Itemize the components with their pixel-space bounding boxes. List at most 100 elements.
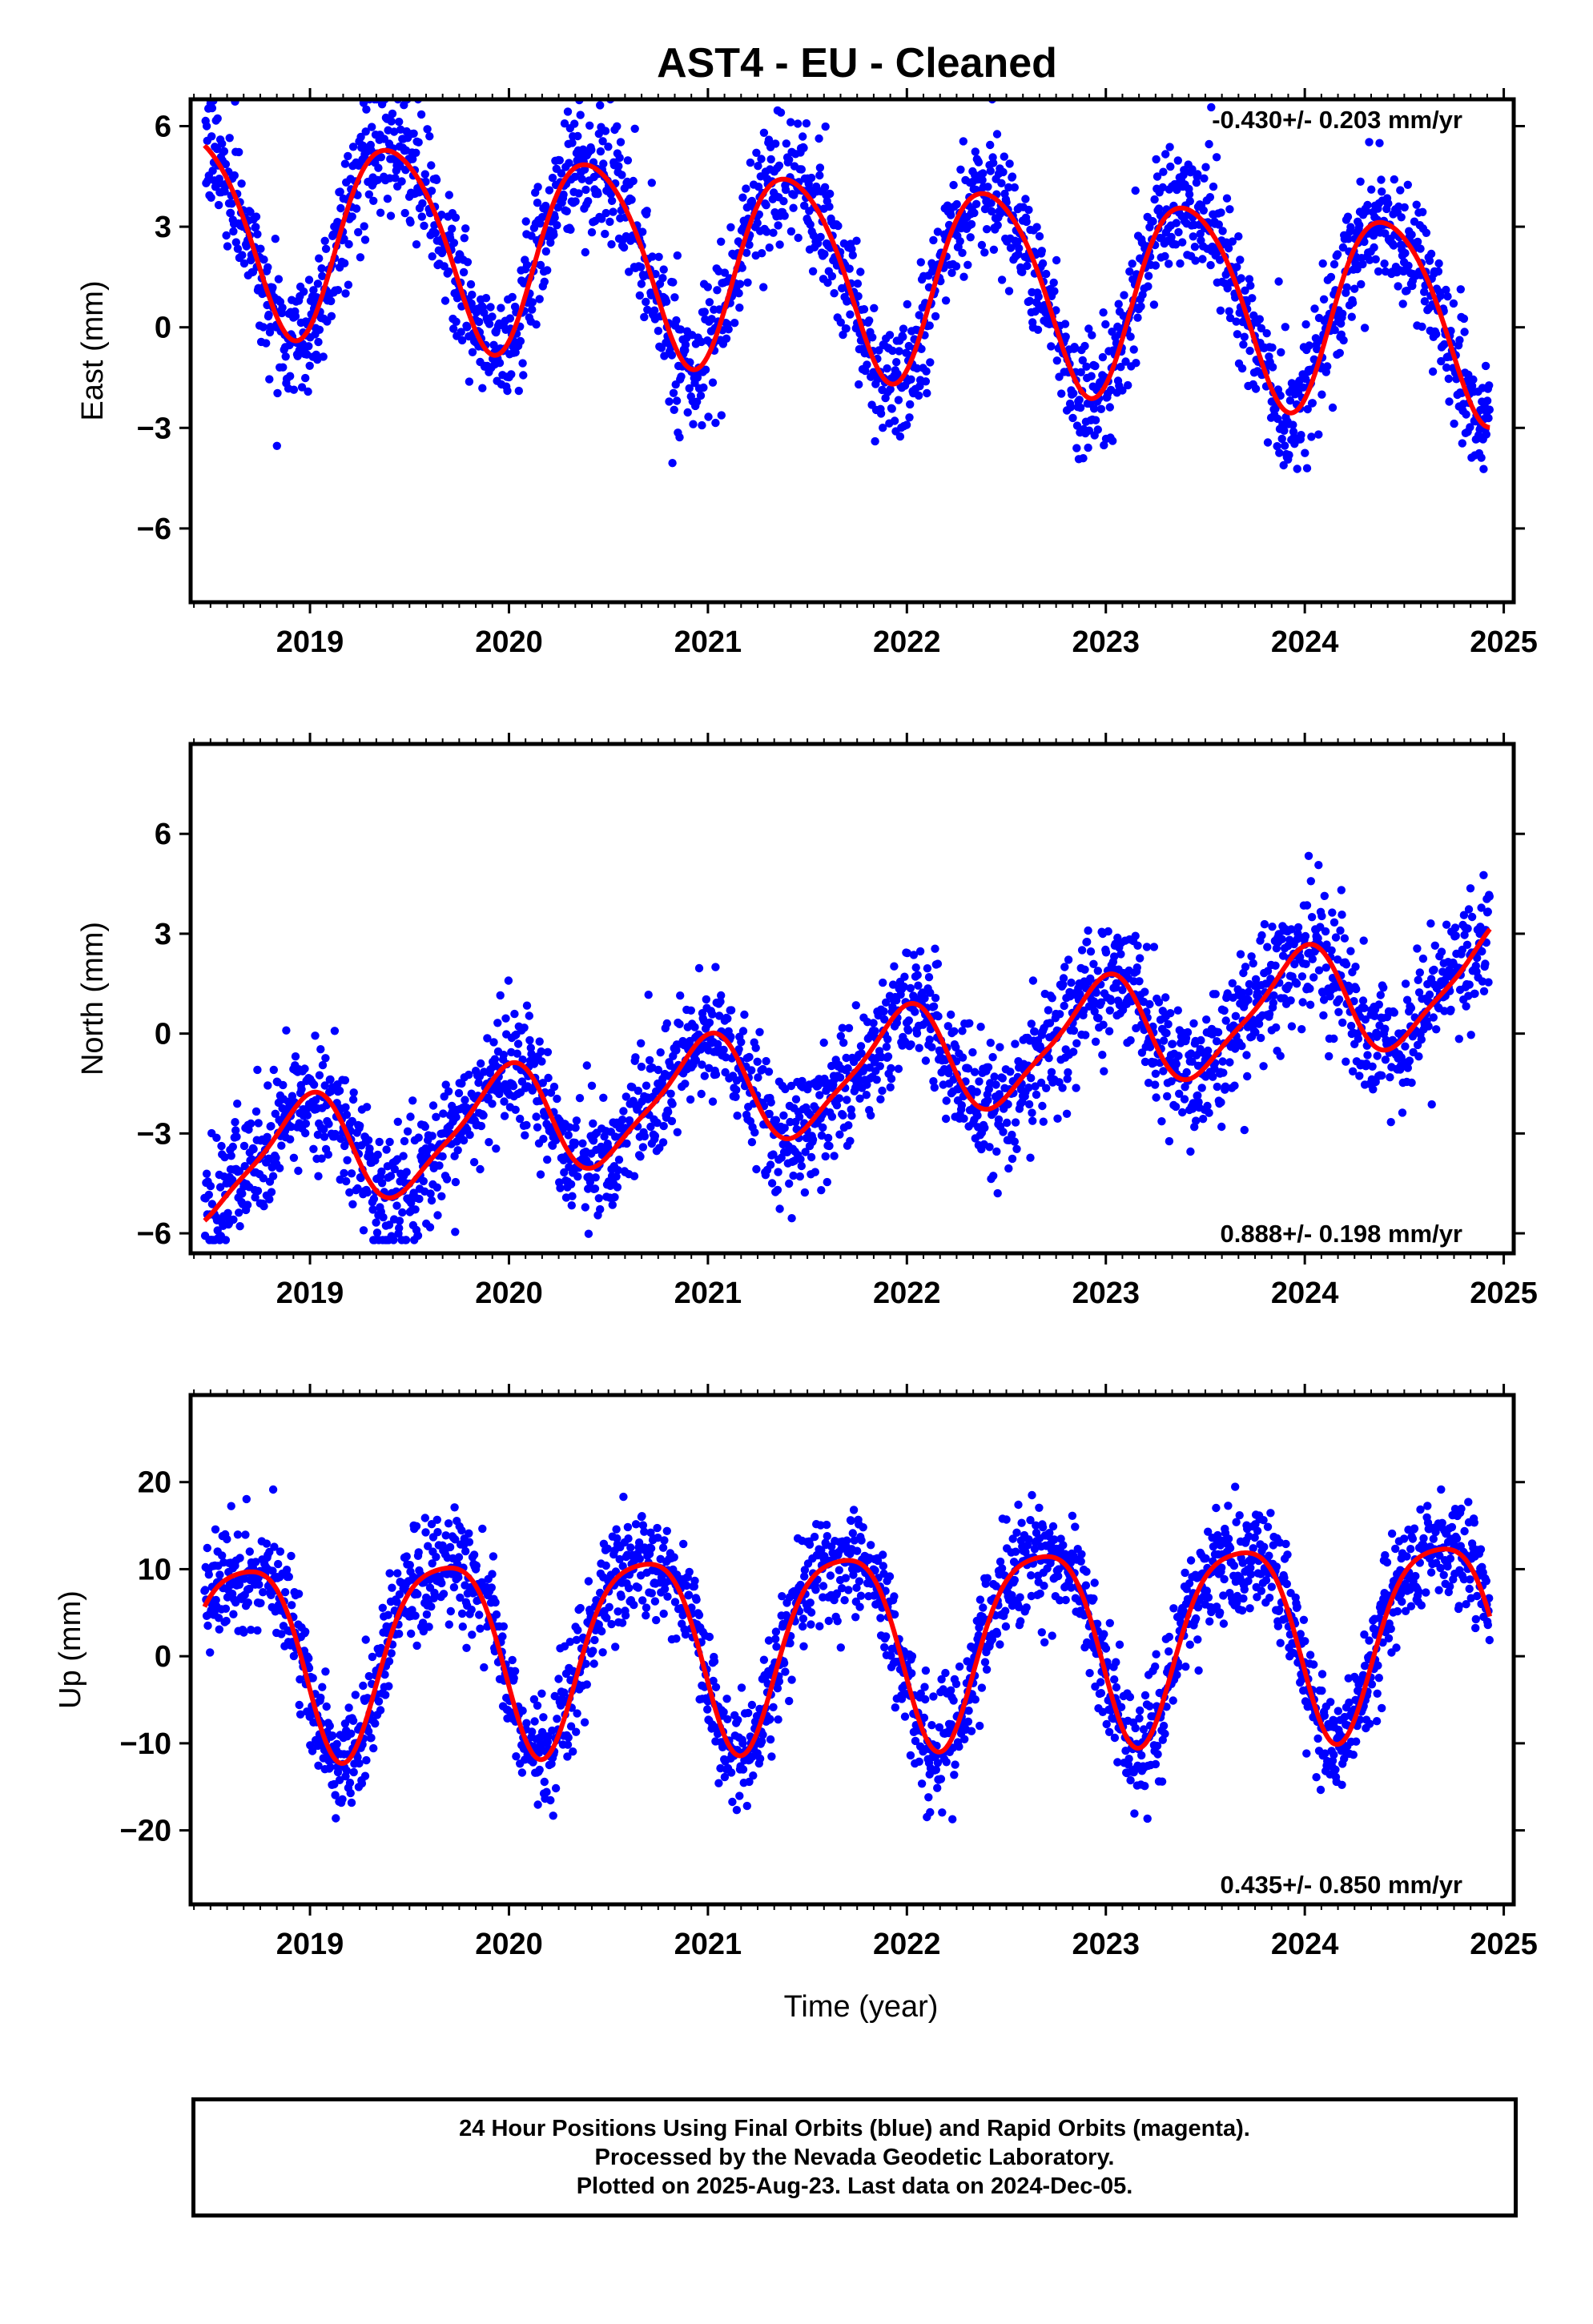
data-point <box>1257 931 1266 940</box>
data-point <box>362 1103 372 1112</box>
data-point <box>1154 998 1164 1007</box>
data-point <box>738 193 747 202</box>
data-point <box>933 227 943 236</box>
data-point <box>834 221 843 231</box>
data-point <box>418 199 427 208</box>
data-point <box>1459 314 1469 324</box>
data-point <box>1307 913 1317 922</box>
data-point <box>585 121 594 130</box>
data-point <box>309 1080 319 1089</box>
data-point <box>1346 947 1355 955</box>
data-point <box>1199 206 1209 215</box>
data-point <box>613 122 622 131</box>
data-point <box>799 132 807 141</box>
data-point <box>959 137 968 146</box>
data-point <box>321 1054 330 1063</box>
data-point <box>1446 1005 1455 1015</box>
data-point <box>844 1121 853 1130</box>
data-point <box>683 408 692 417</box>
data-point <box>1237 274 1245 283</box>
data-point <box>1083 937 1092 947</box>
data-point <box>1481 959 1490 968</box>
data-point <box>925 1035 934 1044</box>
data-point <box>1251 1027 1260 1037</box>
data-point <box>587 1081 597 1091</box>
data-point <box>1072 1084 1080 1092</box>
data-point <box>1245 346 1254 356</box>
data-point <box>251 1193 259 1202</box>
data-point <box>1342 283 1351 292</box>
data-point <box>653 1118 662 1128</box>
data-point <box>1362 207 1371 215</box>
data-point <box>317 264 326 273</box>
data-point <box>842 1053 851 1063</box>
data-point <box>670 405 678 414</box>
data-point <box>227 1502 235 1510</box>
data-point <box>1401 248 1410 258</box>
data-point <box>895 432 905 441</box>
data-point <box>1422 228 1431 237</box>
data-point <box>1110 952 1119 961</box>
data-point <box>847 1112 856 1120</box>
data-point <box>1386 1073 1394 1082</box>
data-point <box>1159 1036 1169 1045</box>
data-point <box>781 185 790 195</box>
data-point <box>1469 375 1478 384</box>
data-point <box>1000 152 1009 161</box>
data-point <box>984 1096 992 1105</box>
data-point <box>1092 988 1101 997</box>
data-point <box>1098 1051 1107 1059</box>
data-point <box>871 436 879 446</box>
data-point <box>1216 306 1225 315</box>
data-point <box>775 240 784 249</box>
data-point <box>327 296 336 306</box>
data-point <box>672 396 682 405</box>
data-point <box>1080 341 1089 351</box>
data-point <box>975 1077 984 1086</box>
data-point <box>999 167 1008 177</box>
data-point <box>1268 363 1277 372</box>
data-point <box>647 179 656 187</box>
data-point <box>1072 1039 1081 1048</box>
data-point <box>411 1205 420 1214</box>
data-point <box>607 239 616 249</box>
data-point <box>1225 313 1235 323</box>
data-point <box>461 224 470 233</box>
data-point <box>1086 974 1095 983</box>
data-point <box>886 384 895 394</box>
data-point <box>227 199 236 208</box>
data-point <box>1237 988 1247 997</box>
data-point <box>259 1174 268 1183</box>
data-point <box>1104 1027 1114 1035</box>
data-point <box>289 385 299 394</box>
data-point <box>305 361 314 370</box>
data-point <box>543 1047 553 1057</box>
data-point <box>1370 1011 1379 1021</box>
data-point <box>1470 989 1479 999</box>
data-point <box>1060 963 1069 971</box>
data-point <box>699 383 708 392</box>
data-point <box>1380 259 1389 268</box>
data-point <box>774 161 784 170</box>
data-point <box>904 1016 914 1025</box>
data-point <box>570 172 580 181</box>
data-point <box>597 215 606 223</box>
data-point <box>723 1014 732 1023</box>
data-point <box>764 1068 774 1076</box>
data-point <box>1402 286 1411 296</box>
data-point <box>753 219 762 227</box>
data-point <box>1189 1019 1198 1028</box>
data-point <box>1287 1022 1297 1031</box>
data-point <box>1061 332 1070 341</box>
data-point <box>635 291 644 300</box>
data-point <box>453 1146 462 1155</box>
data-point <box>571 197 580 206</box>
data-point <box>527 231 536 240</box>
data-point <box>903 948 912 958</box>
data-point <box>1317 390 1326 399</box>
data-point <box>253 230 262 239</box>
data-point <box>504 976 513 985</box>
data-point <box>1145 1043 1155 1051</box>
data-point <box>924 973 934 982</box>
data-point <box>1174 1051 1183 1060</box>
